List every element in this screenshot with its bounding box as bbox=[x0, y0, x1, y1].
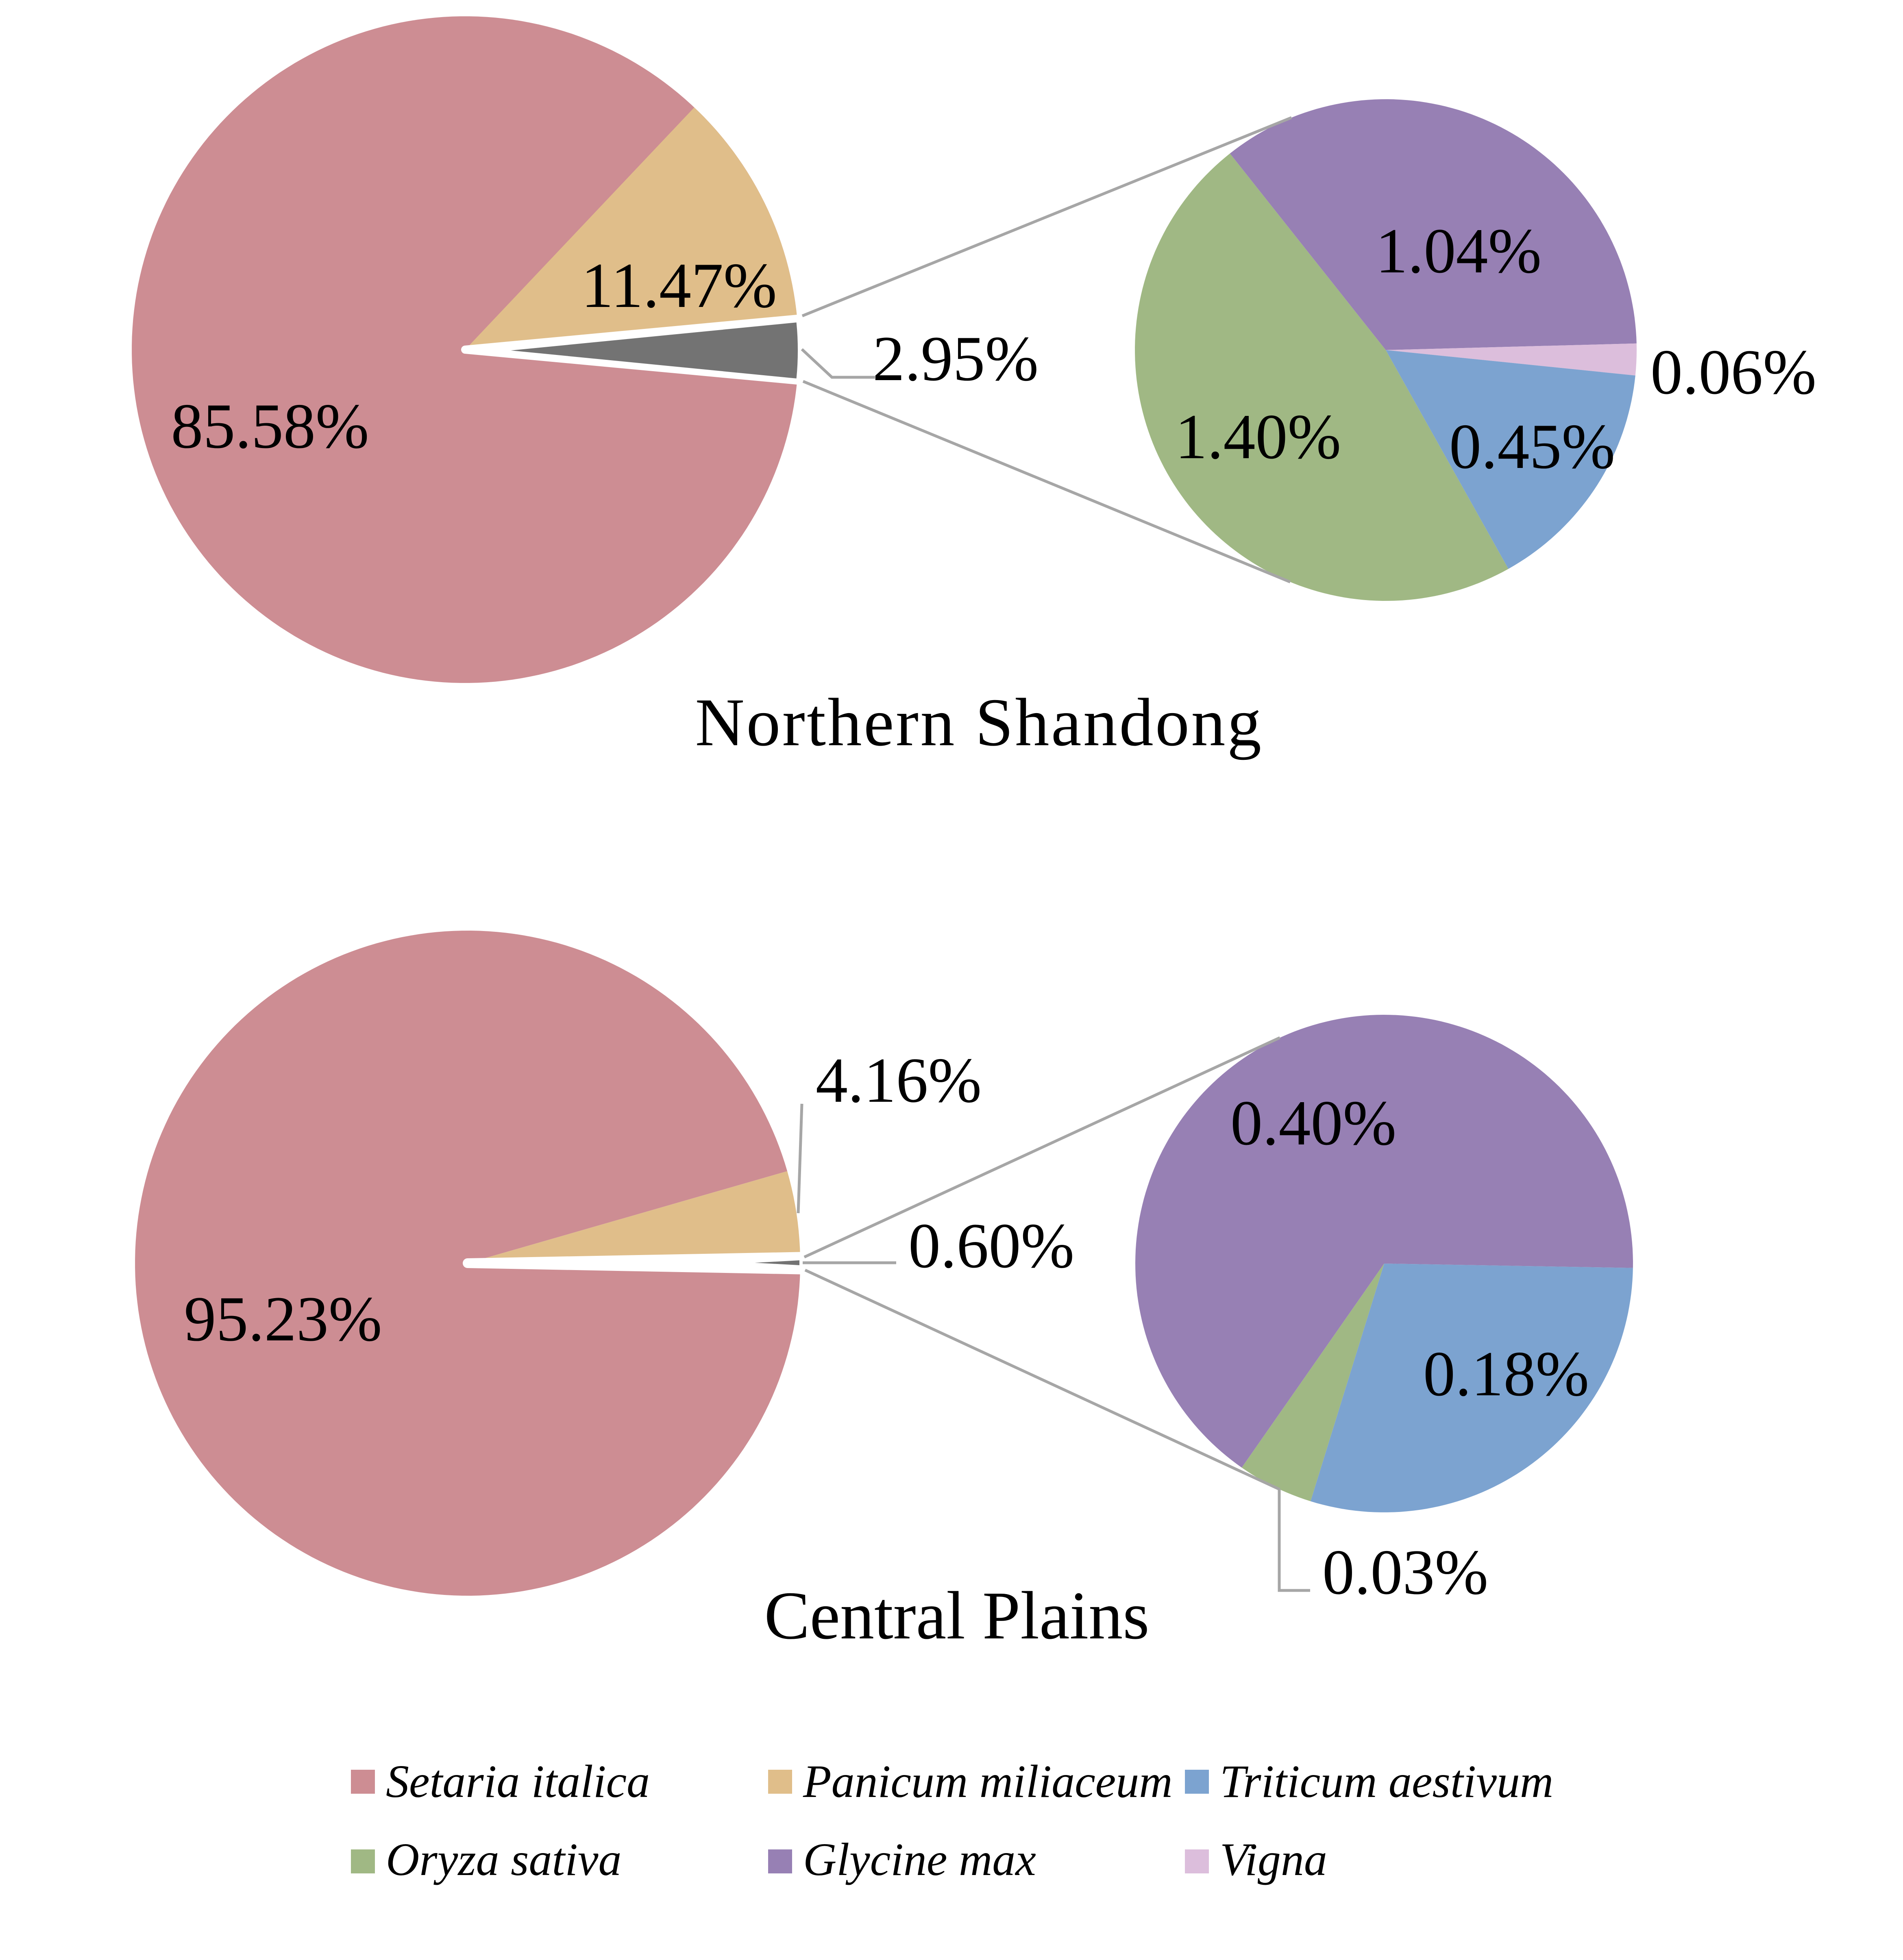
svg-text:Setaria italica: Setaria italica bbox=[386, 1756, 650, 1807]
svg-text:1.04%: 1.04% bbox=[1376, 215, 1542, 287]
svg-text:0.18%: 0.18% bbox=[1423, 1338, 1589, 1410]
svg-text:Panicum miliaceum: Panicum miliaceum bbox=[803, 1756, 1173, 1807]
svg-text:Vigna: Vigna bbox=[1220, 1834, 1327, 1885]
svg-text:0.03%: 0.03% bbox=[1322, 1537, 1488, 1608]
svg-text:95.23%: 95.23% bbox=[184, 1283, 382, 1355]
svg-text:0.45%: 0.45% bbox=[1449, 411, 1615, 482]
svg-text:Oryza sativa: Oryza sativa bbox=[386, 1834, 621, 1885]
svg-text:11.47%: 11.47% bbox=[581, 250, 777, 321]
svg-text:Triticum aestivum: Triticum aestivum bbox=[1220, 1756, 1553, 1807]
svg-text:0.40%: 0.40% bbox=[1230, 1088, 1396, 1159]
svg-text:85.58%: 85.58% bbox=[171, 391, 369, 462]
svg-text:1.40%: 1.40% bbox=[1175, 401, 1341, 472]
svg-text:Glycine max: Glycine max bbox=[803, 1834, 1036, 1885]
svg-text:0.06%: 0.06% bbox=[1650, 337, 1816, 408]
svg-text:Northern Shandong: Northern Shandong bbox=[695, 685, 1263, 760]
svg-text:Central Plains: Central Plains bbox=[764, 1578, 1149, 1653]
svg-text:0.60%: 0.60% bbox=[908, 1210, 1074, 1281]
svg-text:4.16%: 4.16% bbox=[816, 1045, 982, 1116]
svg-text:2.95%: 2.95% bbox=[873, 323, 1039, 394]
